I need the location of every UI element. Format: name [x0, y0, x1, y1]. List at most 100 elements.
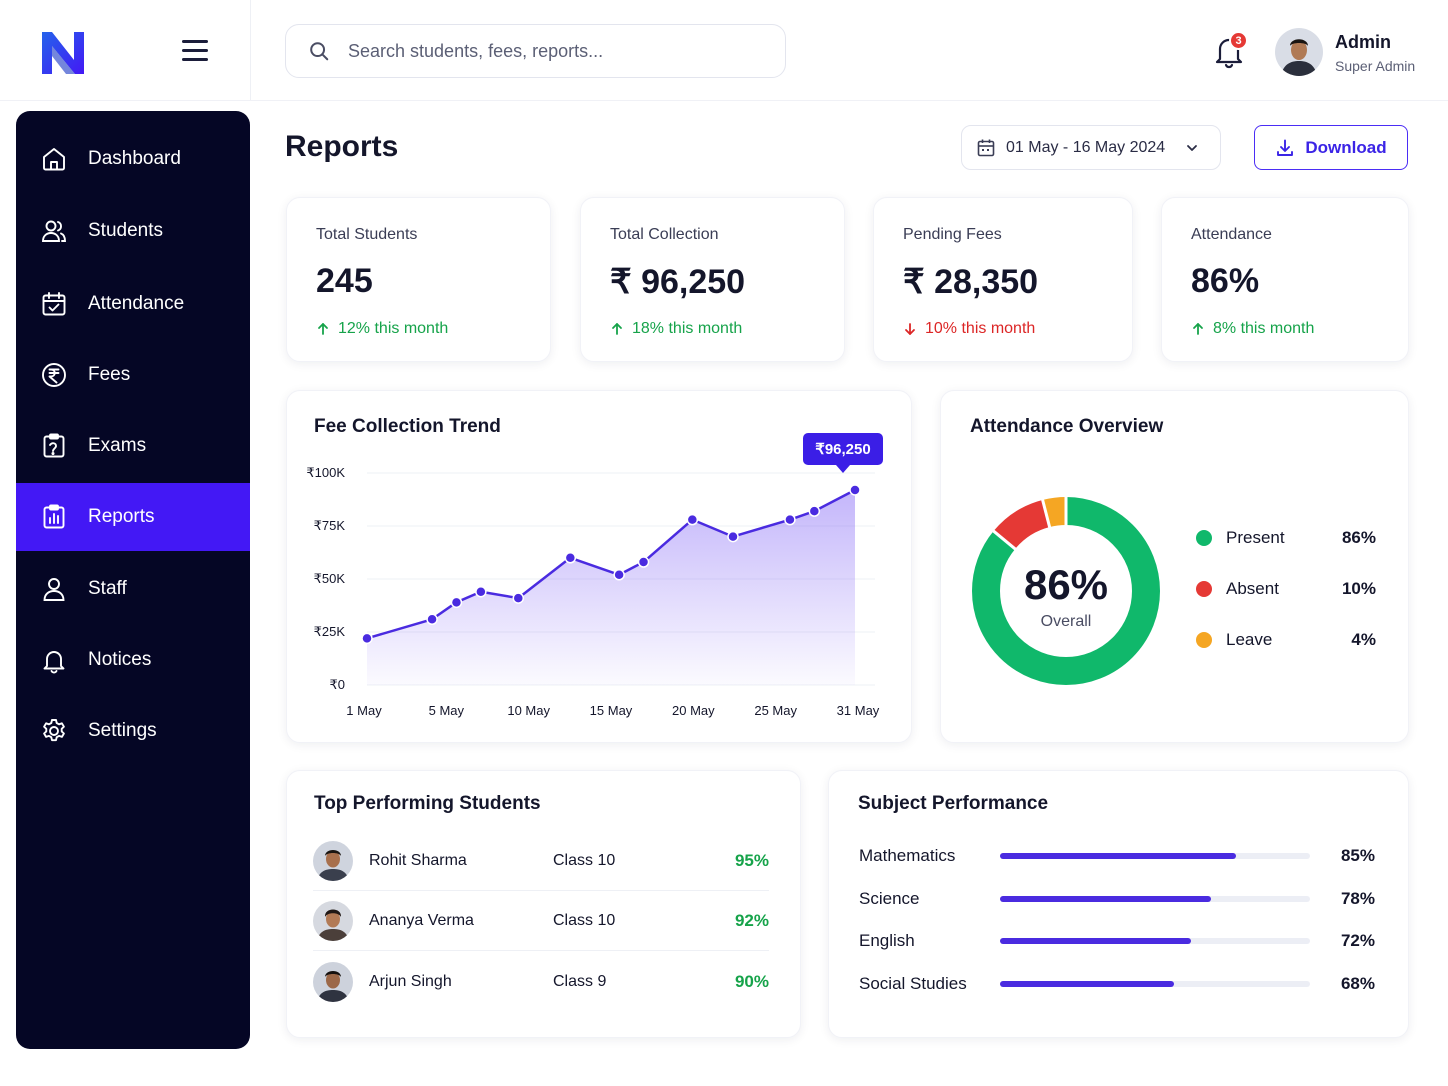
legend-item-absent: Absent 10%: [1196, 577, 1376, 601]
stat-label: Attendance: [1191, 226, 1272, 243]
arrow-up-icon: [318, 323, 328, 335]
y-tick-label: ₹0: [329, 677, 345, 692]
progress-track: [1000, 938, 1310, 944]
arrow-down-icon: [905, 323, 915, 335]
subject-score: 68%: [1340, 974, 1375, 993]
fee-collection-chart: ₹100K ₹75K ₹50K ₹25K ₹0 1 May 5 May 10 May 15 M…: [306, 433, 883, 718]
sidebar-item-students[interactable]: Students: [16, 197, 250, 265]
table-row[interactable]: Arjun Singh Class 9 90%: [313, 952, 769, 1012]
chart-data-point[interactable]: [686, 513, 699, 526]
chart-data-point[interactable]: [849, 484, 861, 496]
subject-score: 78%: [1340, 889, 1375, 908]
chart-data-point[interactable]: [361, 632, 373, 645]
user-role: Super Admin: [1335, 58, 1416, 74]
chart-data-point[interactable]: [475, 585, 487, 598]
chart-area-fill: [367, 489, 855, 685]
avatar: [313, 840, 353, 881]
stat-value: 245: [316, 262, 373, 300]
chart-data-point[interactable]: [564, 552, 577, 564]
download-icon: [1277, 139, 1294, 156]
table-row[interactable]: Rohit Sharma Class 10 95%: [313, 831, 769, 891]
calendar-check-icon: [42, 292, 66, 316]
progress-fill: [1000, 981, 1174, 987]
progress-fill: [1000, 896, 1211, 902]
legend-name: Absent: [1226, 579, 1279, 598]
progress-fill: [1000, 853, 1236, 859]
subject-name: Mathematics: [859, 846, 956, 865]
student-score: 92%: [734, 910, 769, 930]
legend-item-present: Present 86%: [1196, 526, 1376, 550]
sidebar-item-fees[interactable]: Fees: [16, 341, 250, 409]
progress-fill: [1000, 938, 1191, 944]
subject-row-science: Science 78%: [859, 887, 1375, 911]
table-row[interactable]: Ananya Verma Class 10 92%: [313, 891, 769, 951]
sidebar-item-attendance[interactable]: Attendance: [16, 270, 250, 338]
hamburger-icon-line: [182, 58, 208, 61]
donut-center-label: Overall: [1040, 613, 1092, 630]
sidebar-item-settings[interactable]: Settings: [16, 697, 250, 765]
student-score: 95%: [734, 850, 769, 870]
chart-data-point[interactable]: [512, 592, 525, 604]
stat-label: Total Students: [316, 226, 418, 243]
avatar: [313, 962, 353, 1002]
top-students-card: Top Performing Students Rohit Sharma Cla…: [286, 770, 801, 1038]
y-tick-label: ₹25K: [314, 624, 346, 639]
stat-delta: 8% this month: [1191, 320, 1314, 338]
stat-card-total-collection: Total Collection ₹ 96,250 18% this month: [580, 197, 845, 362]
x-tick-label: 15 May: [590, 703, 633, 718]
date-range-picker[interactable]: 01 May - 16 May 2024: [961, 125, 1221, 170]
stat-delta-text: 12% this month: [338, 320, 449, 337]
sidebar-item-reports[interactable]: Reports: [16, 483, 250, 551]
report-icon: [43, 504, 65, 529]
legend-value: 4%: [1351, 630, 1376, 649]
search-bar[interactable]: [285, 24, 786, 78]
home-icon: [43, 148, 65, 171]
sidebar-item-label: Dashboard: [88, 148, 181, 169]
chevron-down-icon: [1187, 144, 1198, 151]
rupee-icon: [42, 363, 66, 387]
sidebar-item-label: Fees: [88, 364, 131, 385]
stat-delta: 18% this month: [610, 320, 742, 338]
subject-row-mathematics: Mathematics 85%: [859, 844, 1375, 868]
sidebar-item-notices[interactable]: Notices: [16, 626, 250, 694]
sidebar-item-label: Students: [88, 220, 163, 241]
bell-icon: [43, 651, 65, 674]
stat-delta: 10% this month: [903, 320, 1035, 338]
chart-data-point[interactable]: [784, 513, 796, 526]
chart-tooltip-label: ₹96,250: [815, 441, 870, 458]
stat-delta-text: 8% this month: [1213, 320, 1315, 337]
subject-score: 85%: [1340, 846, 1375, 865]
sidebar-item-staff[interactable]: Staff: [16, 555, 250, 623]
stat-value: 86%: [1191, 262, 1260, 300]
clipboard-icon: [43, 433, 65, 458]
search-input[interactable]: [348, 40, 768, 62]
subject-row-social-studies: Social Studies 68%: [859, 972, 1375, 996]
chart-data-point[interactable]: [637, 556, 650, 568]
sidebar-item-dashboard[interactable]: Dashboard: [16, 125, 250, 193]
user-avatar[interactable]: [1275, 28, 1323, 76]
download-button[interactable]: Download: [1254, 125, 1408, 170]
chart-data-point[interactable]: [808, 505, 821, 517]
app-logo: [42, 32, 84, 74]
student-class: Class 9: [553, 973, 607, 990]
stat-card-pending-fees: Pending Fees ₹ 28,350 10% this month: [873, 197, 1133, 362]
subject-performance-title: Subject Performance: [858, 793, 1049, 814]
subject-name: Social Studies: [859, 974, 967, 993]
chart-data-point[interactable]: [450, 596, 463, 609]
arrow-up-icon: [612, 323, 622, 335]
chart-data-point[interactable]: [727, 530, 739, 543]
chart-data-point[interactable]: [613, 569, 625, 581]
x-tick-label: 31 May: [837, 703, 880, 718]
y-tick-label: ₹50K: [314, 571, 346, 586]
avatar-image: [1275, 28, 1323, 76]
chart-data-point[interactable]: [426, 613, 438, 626]
sidebar-item-label: Staff: [88, 578, 127, 599]
stat-delta: 12% this month: [316, 320, 448, 338]
sidebar-item-exams[interactable]: Exams: [16, 412, 250, 480]
student-score: 90%: [734, 972, 769, 991]
stat-value: ₹ 28,350: [903, 263, 1039, 301]
sidebar-item-label: Notices: [88, 649, 152, 670]
sidebar-item-label: Attendance: [88, 293, 185, 314]
hamburger-icon-line: [182, 49, 208, 52]
menu-toggle-button[interactable]: [182, 40, 208, 62]
